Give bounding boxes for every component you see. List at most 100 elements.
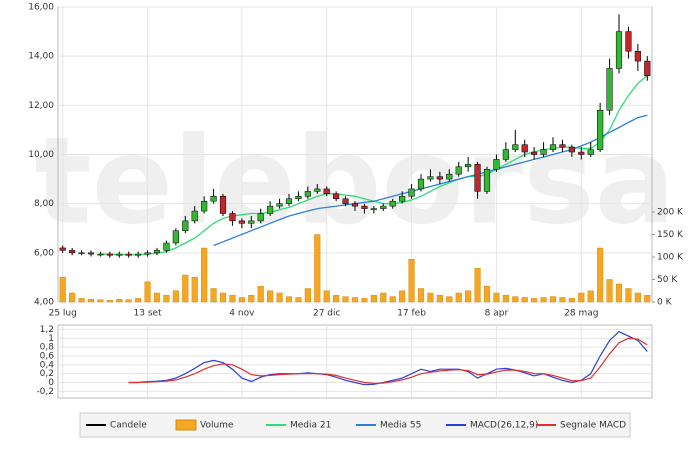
candle-body: [606, 68, 613, 111]
volume-bar: [342, 296, 349, 303]
candle-body: [512, 144, 519, 150]
x-tick-label: 17 feb: [397, 309, 426, 319]
line-series: [128, 330, 648, 386]
legend-label: MACD(26,12,9): [470, 421, 538, 431]
volume-bar: [597, 247, 604, 303]
volume-bar: [238, 297, 245, 303]
candle-body: [229, 213, 236, 222]
volume-bar: [465, 290, 472, 303]
y2-tick-label: 200 K: [657, 208, 684, 218]
volume-bar: [351, 297, 359, 303]
volume-bar: [210, 288, 217, 303]
volume-bar: [125, 299, 132, 303]
volume-bar: [483, 286, 491, 303]
x-tick-label: 28 mag: [564, 309, 598, 319]
candle-body: [125, 253, 132, 256]
volume-bar: [285, 296, 293, 303]
candle-body: [238, 220, 245, 224]
volume-bar: [78, 298, 85, 303]
volume-bar: [191, 277, 198, 303]
legend-swatch: [175, 419, 197, 431]
volume-bar: [135, 298, 142, 303]
volume-bar: [512, 296, 519, 303]
volume-bar: [625, 288, 632, 303]
candle-body: [285, 198, 293, 204]
candle-body: [380, 205, 387, 209]
volume-bar: [408, 259, 415, 303]
candle-body: [172, 230, 179, 244]
volume-bar: [540, 297, 547, 303]
y2-tick-label: 0 K: [657, 298, 673, 308]
candle-body: [531, 151, 538, 155]
y-tick-label: 0,4: [40, 360, 55, 370]
volume-bar: [427, 292, 434, 303]
candle-body: [276, 203, 283, 207]
x-tick-label: 27 dic: [313, 309, 341, 319]
volume-bar: [644, 295, 651, 303]
volume-bar: [568, 298, 575, 303]
candle-body: [540, 149, 547, 155]
volume-bar: [531, 298, 538, 303]
volume-bar: [172, 290, 179, 303]
candle-body: [436, 176, 443, 180]
candle-body: [597, 110, 604, 150]
candle-body: [201, 200, 208, 212]
candle-body: [116, 253, 123, 256]
candle-body: [446, 173, 453, 180]
y-tick-label: 8,00: [34, 199, 54, 209]
volume-bar: [615, 283, 623, 303]
y-tick-label: 6,00: [34, 248, 54, 258]
volume-bar: [389, 296, 396, 303]
candle-body: [191, 210, 198, 222]
y2-tick-label: 150 K: [657, 230, 684, 240]
y-tick-label: 1: [48, 334, 54, 344]
candle-body: [493, 159, 500, 170]
y-tick-label: 0: [48, 378, 54, 388]
candle-body: [144, 252, 151, 255]
candle-body: [163, 242, 170, 251]
volume-bar: [276, 292, 283, 303]
volume-bar: [163, 295, 170, 303]
candle-body: [361, 205, 368, 209]
candle-body: [87, 252, 95, 255]
y-tick-label: 0,8: [40, 343, 55, 353]
volume-bar: [304, 288, 311, 303]
volume-bar: [219, 292, 227, 303]
volume-bar: [455, 292, 462, 303]
volume-bar: [634, 292, 641, 303]
line-series: [128, 337, 648, 385]
candle-body: [417, 178, 425, 190]
x-tick-label: 4 nov: [229, 309, 255, 319]
volume-bar: [69, 292, 76, 303]
candle-body: [267, 205, 274, 214]
candle-body: [295, 196, 302, 200]
candle-body: [502, 149, 509, 160]
volume-bar: [59, 277, 66, 303]
volume-bar: [229, 295, 236, 303]
volume-bar: [144, 281, 151, 303]
volume-bar: [521, 297, 528, 303]
candle-body: [465, 164, 472, 168]
candle-body: [97, 253, 104, 256]
y-tick-label: 1,2: [40, 325, 54, 335]
legend-label: Media 21: [290, 421, 331, 431]
macd-panel: [57, 324, 653, 399]
candle-body: [59, 247, 66, 251]
y-tick-label: 0,2: [40, 369, 54, 379]
x-tick-label: 25 lug: [49, 309, 77, 319]
candle-body: [389, 200, 396, 207]
candle-body: [106, 253, 113, 256]
y-tick-label: 0,6: [40, 351, 55, 361]
candle-body: [153, 250, 161, 254]
volume-bar: [267, 290, 274, 303]
y-tick-label: 16,00: [28, 3, 54, 13]
y-tick-label: 14,00: [28, 52, 54, 62]
volume-bar: [361, 298, 368, 303]
candle-body: [587, 149, 594, 155]
volume-bar: [436, 295, 443, 303]
candle-body: [521, 144, 528, 153]
legend-label: Media 55: [380, 421, 421, 431]
watermark: teleborsa: [34, 113, 675, 252]
x-tick-label: 8 apr: [485, 309, 509, 319]
